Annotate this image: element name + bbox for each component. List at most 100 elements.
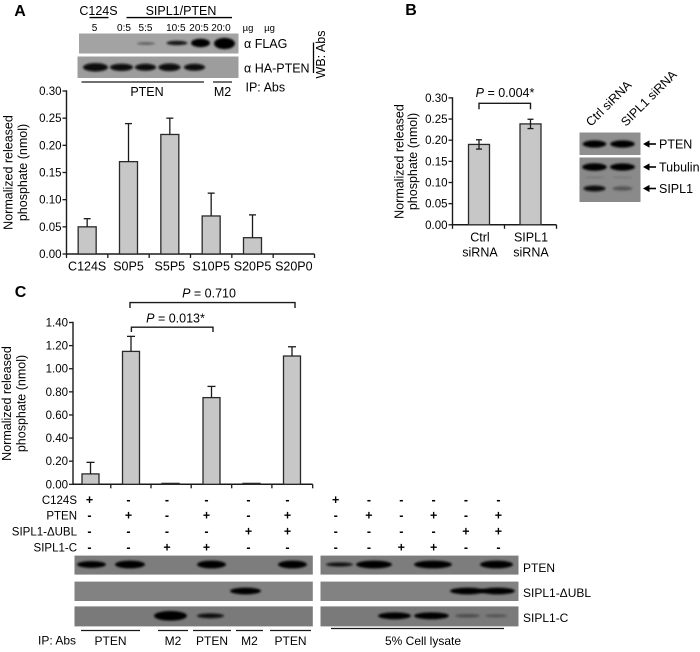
svg-text:0.25: 0.25 — [425, 114, 447, 126]
svg-text:+: + — [245, 525, 252, 539]
svg-text:+: + — [284, 525, 291, 539]
svg-text:20:0: 20:0 — [211, 23, 231, 34]
svg-text:0.20: 0.20 — [425, 135, 447, 147]
svg-text:C124S: C124S — [68, 260, 106, 274]
svg-text:-: - — [204, 493, 208, 507]
svg-text:SIPL1-C: SIPL1-C — [523, 611, 569, 625]
svg-text:PTEN: PTEN — [94, 634, 126, 648]
svg-text:-: - — [334, 509, 338, 523]
svg-text:0.15: 0.15 — [39, 168, 61, 180]
svg-text:phosphate (nmol): phosphate (nmol) — [406, 113, 420, 210]
svg-text:10:5: 10:5 — [166, 23, 186, 34]
svg-text:A: A — [14, 3, 26, 20]
svg-text:5:5: 5:5 — [139, 23, 153, 34]
svg-text:+: + — [86, 493, 93, 507]
svg-text:PTEN: PTEN — [46, 511, 77, 523]
svg-text:-: - — [126, 525, 130, 539]
svg-text:SIPL1-ΔUBL: SIPL1-ΔUBL — [523, 586, 591, 600]
svg-text:P = 0.710: P = 0.710 — [182, 286, 236, 300]
svg-text:-: - — [165, 509, 169, 523]
svg-text:M2: M2 — [241, 634, 258, 648]
svg-text:0.00: 0.00 — [425, 220, 447, 232]
svg-text:siRNA: siRNA — [513, 246, 549, 260]
svg-text:+: + — [495, 509, 502, 523]
svg-text:-: - — [165, 525, 169, 539]
svg-text:IP: Abs: IP: Abs — [246, 81, 286, 95]
svg-text:-: - — [464, 493, 468, 507]
svg-text:0.25: 0.25 — [39, 113, 61, 125]
svg-text:+: + — [495, 525, 502, 539]
svg-text:PTEN: PTEN — [659, 137, 692, 151]
svg-text:-: - — [246, 541, 250, 555]
svg-text:C: C — [15, 284, 27, 301]
svg-text:1.40: 1.40 — [46, 318, 68, 330]
svg-text:1.20: 1.20 — [46, 341, 68, 353]
svg-text:0.00: 0.00 — [46, 479, 68, 491]
svg-text:S0P5: S0P5 — [113, 260, 144, 274]
svg-text:0.20: 0.20 — [46, 456, 68, 468]
svg-text:+: + — [332, 493, 339, 507]
svg-text:µg: µg — [264, 23, 275, 34]
svg-text:-: - — [367, 525, 371, 539]
svg-text:-: - — [399, 509, 403, 523]
svg-text:0.30: 0.30 — [39, 86, 61, 98]
svg-text:SIPL1-ΔUBL: SIPL1-ΔUBL — [12, 527, 78, 539]
svg-text:+: + — [125, 509, 132, 523]
svg-text:-: - — [246, 493, 250, 507]
svg-text:-: - — [399, 525, 403, 539]
svg-text:-: - — [285, 541, 289, 555]
svg-text:-: - — [367, 493, 371, 507]
svg-text:0.30: 0.30 — [425, 93, 447, 105]
svg-text:0.60: 0.60 — [46, 410, 68, 422]
svg-text:+: + — [430, 509, 437, 523]
svg-text:-: - — [246, 509, 250, 523]
svg-text:S5P5: S5P5 — [155, 260, 186, 274]
svg-text:C124S: C124S — [42, 495, 77, 507]
svg-text:+: + — [203, 509, 210, 523]
svg-text:0.15: 0.15 — [425, 156, 447, 168]
svg-text:0.10: 0.10 — [39, 195, 61, 207]
svg-text:SIPL1/PTEN: SIPL1/PTEN — [146, 4, 217, 18]
svg-text:-: - — [126, 541, 130, 555]
svg-text:P = 0.013*: P = 0.013* — [146, 312, 205, 326]
svg-text:SIPL1-C: SIPL1-C — [34, 543, 77, 555]
svg-text:+: + — [462, 525, 469, 539]
svg-text:PTEN: PTEN — [274, 634, 306, 648]
svg-text:0:5: 0:5 — [117, 23, 131, 34]
svg-text:Normalized released: Normalized released — [393, 104, 407, 219]
svg-text:Tubulin: Tubulin — [659, 160, 700, 174]
svg-text:-: - — [432, 493, 436, 507]
svg-text:-: - — [399, 493, 403, 507]
svg-text:C124S: C124S — [79, 4, 117, 18]
svg-text:phosphate (nmol): phosphate (nmol) — [16, 124, 30, 221]
svg-text:-: - — [87, 541, 91, 555]
svg-text:S10P5: S10P5 — [192, 260, 230, 274]
svg-text:-: - — [334, 525, 338, 539]
svg-text:S20P5: S20P5 — [234, 260, 272, 274]
svg-text:-: - — [464, 541, 468, 555]
svg-text:SIPL1 siRNA: SIPL1 siRNA — [618, 67, 680, 129]
svg-text:siRNA: siRNA — [462, 246, 498, 260]
svg-text:-: - — [165, 493, 169, 507]
svg-text:-: - — [204, 525, 208, 539]
svg-text:20:5: 20:5 — [189, 23, 209, 34]
svg-text:-: - — [87, 525, 91, 539]
svg-text:1.00: 1.00 — [46, 364, 68, 376]
svg-text:+: + — [430, 541, 437, 555]
svg-text:+: + — [163, 541, 170, 555]
svg-text:5% Cell lysate: 5% Cell lysate — [385, 634, 461, 648]
svg-text:0.10: 0.10 — [425, 178, 447, 190]
svg-text:+: + — [203, 541, 210, 555]
svg-text:M2: M2 — [165, 634, 182, 648]
svg-text:S20P0: S20P0 — [275, 260, 313, 274]
svg-text:α HA-PTEN: α HA-PTEN — [244, 62, 310, 76]
svg-text:Normalized released: Normalized released — [2, 115, 16, 230]
svg-text:M2: M2 — [214, 85, 231, 99]
svg-text:0.00: 0.00 — [39, 249, 61, 261]
svg-text:+: + — [284, 509, 291, 523]
svg-text:-: - — [87, 509, 91, 523]
svg-text:WB: Abs: WB: Abs — [314, 31, 328, 79]
svg-text:-: - — [432, 525, 436, 539]
svg-text:P = 0.004*: P = 0.004* — [476, 86, 535, 100]
svg-text:0.05: 0.05 — [39, 222, 61, 234]
